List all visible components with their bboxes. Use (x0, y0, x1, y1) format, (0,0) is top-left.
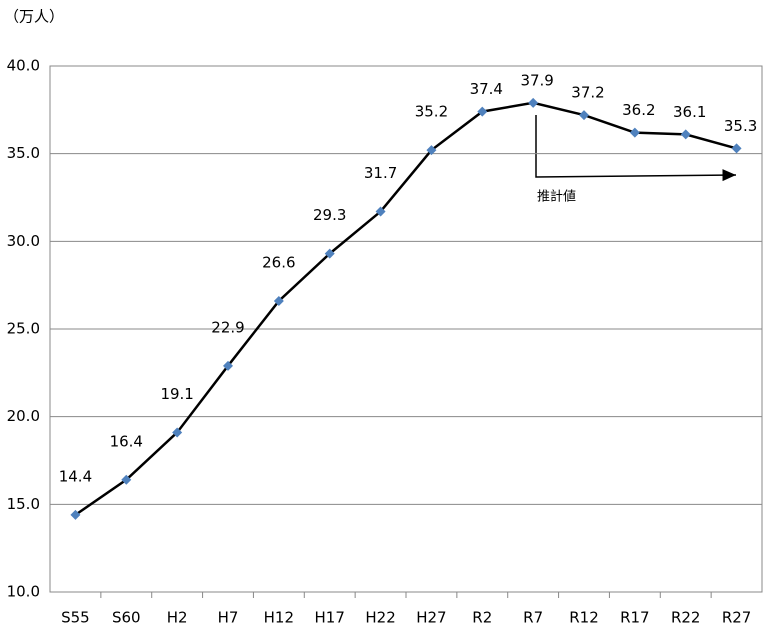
forecast-arrow (535, 115, 737, 182)
x-tick-label: R22 (671, 609, 701, 627)
data-label: 29.3 (313, 206, 346, 224)
y-tick-label: 20.0 (7, 407, 40, 425)
data-label: 16.4 (110, 432, 143, 450)
data-label: 37.2 (571, 84, 604, 102)
x-tick-label: R12 (569, 609, 599, 627)
x-tick-label: R27 (722, 609, 752, 627)
point-marker (324, 248, 335, 259)
y-tick-label: 40.0 (7, 57, 40, 75)
point-marker (680, 129, 691, 140)
point-marker (172, 427, 183, 438)
x-tick-label: R17 (620, 609, 650, 627)
x-tick-label: S60 (112, 609, 141, 627)
point-marker (375, 206, 386, 217)
point-marker (223, 360, 233, 371)
y-tick-label: 15.0 (7, 495, 40, 513)
point-marker (731, 143, 742, 154)
y-tick-label: 30.0 (7, 232, 40, 250)
y-tick-label: 10.0 (7, 583, 40, 601)
data-label: 26.6 (262, 253, 295, 271)
point-marker (528, 97, 539, 108)
point-marker (273, 295, 284, 306)
data-label: 37.4 (470, 80, 503, 98)
x-tick-label: R7 (523, 609, 543, 627)
data-label: 36.1 (673, 103, 706, 121)
point-marker (629, 127, 640, 138)
y-tick-label: 25.0 (7, 320, 40, 338)
x-tick-label: H27 (416, 609, 446, 627)
annotation: 推計値 (537, 189, 576, 205)
x-tick-label: H12 (264, 609, 294, 627)
data-label: 36.2 (622, 101, 655, 119)
point-marker (579, 110, 589, 121)
data-label: 37.9 (520, 71, 553, 89)
x-tick-label: H17 (315, 609, 345, 627)
data-label: 31.7 (364, 164, 397, 182)
point-marker (121, 474, 132, 485)
point-marker (477, 106, 488, 117)
x-tick-label: R2 (472, 609, 492, 627)
data-line (74, 101, 737, 516)
data-label: 22.9 (211, 318, 244, 336)
x-tick-label: H7 (218, 609, 239, 627)
data-label: 35.2 (415, 103, 448, 121)
x-tick-label: H2 (167, 609, 188, 627)
data-label: 14.4 (59, 467, 92, 485)
point-marker (70, 509, 81, 520)
y-unit-label: （万人） (4, 8, 64, 26)
point-marker (426, 145, 437, 156)
x-tick-label: S55 (61, 609, 90, 627)
data-label: 35.3 (724, 117, 757, 135)
y-tick-label: 35.0 (7, 144, 40, 162)
data-label: 19.1 (160, 385, 193, 403)
x-tick-label: H22 (365, 609, 395, 627)
